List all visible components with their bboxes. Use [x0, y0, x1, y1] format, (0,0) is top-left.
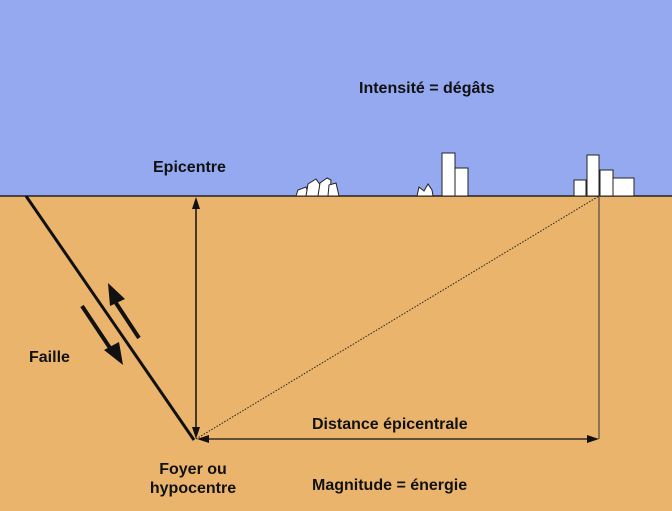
sky [0, 0, 672, 196]
fault-label: Faille [29, 349, 70, 366]
arrow-up-icon [108, 283, 141, 340]
arrow-down-icon [80, 304, 123, 365]
ground [0, 196, 672, 511]
damaged-buildings-icon [416, 152, 469, 197]
fault-line [24, 195, 196, 441]
depth-arrow-top [192, 197, 200, 209]
depth-arrow-bottom [192, 427, 200, 439]
magnitude-label: Magnitude = énergie [312, 477, 468, 494]
epicentral-distance-label: Distance épicentrale [312, 416, 468, 433]
intact-buildings-icon [573, 154, 635, 197]
focus-station-line [195, 195, 600, 440]
focus-label-line-2: hypocentre [149, 480, 237, 497]
distance-arrow-right [587, 435, 599, 443]
focus-label-line-1: Foyer ou [159, 461, 227, 478]
intensity-label: Intensité = dégâts [359, 80, 495, 97]
epicenter-label: Epicentre [153, 159, 226, 176]
collapsed-buildings-icon [295, 177, 340, 197]
focus-label: Foyer ou hypocentre [142, 460, 244, 498]
distance-arrow-left [197, 435, 209, 443]
